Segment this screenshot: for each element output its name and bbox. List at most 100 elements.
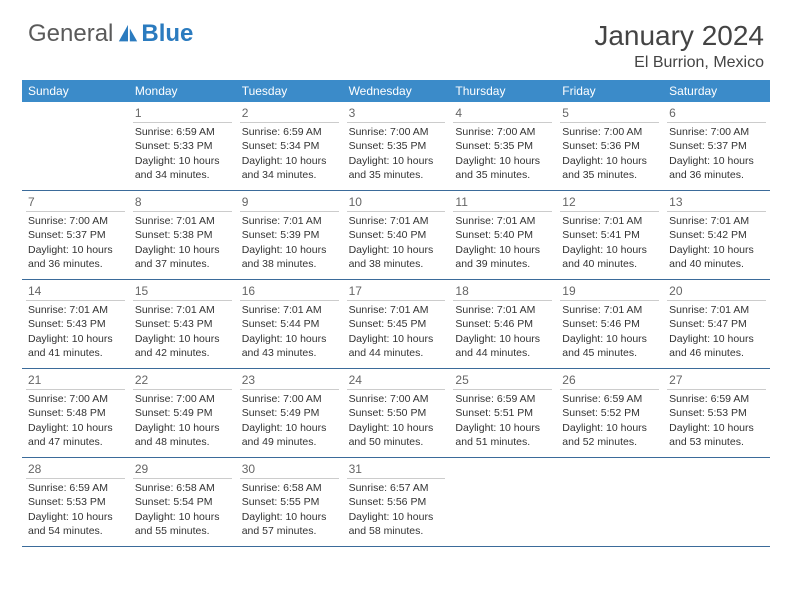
day-sunrise: Sunrise: 7:00 AM <box>560 125 659 139</box>
day-day1: Daylight: 10 hours <box>240 510 339 524</box>
day-sunrise: Sunrise: 6:59 AM <box>453 392 552 406</box>
day-cell: 5Sunrise: 7:00 AMSunset: 5:36 PMDaylight… <box>556 102 663 190</box>
day-number: 30 <box>240 460 339 479</box>
weekday-header-cell: Monday <box>129 80 236 102</box>
day-cell: . <box>22 102 129 190</box>
weekday-header-cell: Sunday <box>22 80 129 102</box>
day-number: 7 <box>26 193 125 212</box>
day-sunset: Sunset: 5:35 PM <box>347 139 446 153</box>
day-day2: and 35 minutes. <box>560 168 659 182</box>
day-number: 27 <box>667 371 766 390</box>
day-sunset: Sunset: 5:56 PM <box>347 495 446 509</box>
day-day1: Daylight: 10 hours <box>453 243 552 257</box>
day-cell: 11Sunrise: 7:01 AMSunset: 5:40 PMDayligh… <box>449 191 556 279</box>
day-sunrise: Sunrise: 7:01 AM <box>347 214 446 228</box>
day-sunset: Sunset: 5:53 PM <box>26 495 125 509</box>
day-day1: Daylight: 10 hours <box>240 421 339 435</box>
day-sunset: Sunset: 5:43 PM <box>133 317 232 331</box>
day-sunset: Sunset: 5:35 PM <box>453 139 552 153</box>
day-sunset: Sunset: 5:43 PM <box>26 317 125 331</box>
day-sunrise: Sunrise: 6:59 AM <box>133 125 232 139</box>
day-day1: Daylight: 10 hours <box>133 332 232 346</box>
day-sunrise: Sunrise: 7:01 AM <box>240 214 339 228</box>
day-day1: Daylight: 10 hours <box>453 154 552 168</box>
weeks-container: .1Sunrise: 6:59 AMSunset: 5:33 PMDayligh… <box>22 102 770 547</box>
day-cell: 24Sunrise: 7:00 AMSunset: 5:50 PMDayligh… <box>343 369 450 457</box>
weekday-header-row: SundayMondayTuesdayWednesdayThursdayFrid… <box>22 80 770 102</box>
day-number: 6 <box>667 104 766 123</box>
day-day1: Daylight: 10 hours <box>560 243 659 257</box>
day-number: 2 <box>240 104 339 123</box>
day-sunrise: Sunrise: 7:01 AM <box>667 214 766 228</box>
weekday-header-cell: Tuesday <box>236 80 343 102</box>
day-day2: and 36 minutes. <box>667 168 766 182</box>
day-day2: and 43 minutes. <box>240 346 339 360</box>
day-sunrise: Sunrise: 7:00 AM <box>453 125 552 139</box>
week-row: 28Sunrise: 6:59 AMSunset: 5:53 PMDayligh… <box>22 458 770 547</box>
brand-part2: Blue <box>141 20 193 48</box>
day-day2: and 38 minutes. <box>347 257 446 271</box>
day-sunset: Sunset: 5:36 PM <box>560 139 659 153</box>
day-sunset: Sunset: 5:50 PM <box>347 406 446 420</box>
brand-part1: General <box>28 20 113 48</box>
day-day2: and 44 minutes. <box>453 346 552 360</box>
location-label: El Burrion, Mexico <box>594 54 764 72</box>
day-cell: 28Sunrise: 6:59 AMSunset: 5:53 PMDayligh… <box>22 458 129 546</box>
day-cell: 14Sunrise: 7:01 AMSunset: 5:43 PMDayligh… <box>22 280 129 368</box>
day-day2: and 40 minutes. <box>667 257 766 271</box>
day-day2: and 35 minutes. <box>453 168 552 182</box>
day-sunset: Sunset: 5:37 PM <box>26 228 125 242</box>
day-sunset: Sunset: 5:42 PM <box>667 228 766 242</box>
day-day1: Daylight: 10 hours <box>26 243 125 257</box>
day-day1: Daylight: 10 hours <box>667 243 766 257</box>
day-sunset: Sunset: 5:41 PM <box>560 228 659 242</box>
day-day2: and 45 minutes. <box>560 346 659 360</box>
title-block: January 2024 El Burrion, Mexico <box>594 20 764 72</box>
day-day2: and 41 minutes. <box>26 346 125 360</box>
day-sunrise: Sunrise: 7:01 AM <box>240 303 339 317</box>
day-cell: 21Sunrise: 7:00 AMSunset: 5:48 PMDayligh… <box>22 369 129 457</box>
day-cell: 25Sunrise: 6:59 AMSunset: 5:51 PMDayligh… <box>449 369 556 457</box>
day-sunrise: Sunrise: 7:01 AM <box>347 303 446 317</box>
day-sunset: Sunset: 5:45 PM <box>347 317 446 331</box>
day-number: 1 <box>133 104 232 123</box>
day-number: 5 <box>560 104 659 123</box>
day-sunrise: Sunrise: 6:59 AM <box>667 392 766 406</box>
day-cell: 15Sunrise: 7:01 AMSunset: 5:43 PMDayligh… <box>129 280 236 368</box>
day-sunrise: Sunrise: 7:01 AM <box>453 214 552 228</box>
day-sunrise: Sunrise: 7:00 AM <box>133 392 232 406</box>
day-sunrise: Sunrise: 7:01 AM <box>133 214 232 228</box>
day-day1: Daylight: 10 hours <box>133 510 232 524</box>
day-number: 13 <box>667 193 766 212</box>
day-sunrise: Sunrise: 7:01 AM <box>453 303 552 317</box>
day-cell: . <box>663 458 770 546</box>
day-number: 31 <box>347 460 446 479</box>
day-day2: and 40 minutes. <box>560 257 659 271</box>
day-cell: 12Sunrise: 7:01 AMSunset: 5:41 PMDayligh… <box>556 191 663 279</box>
day-cell: 20Sunrise: 7:01 AMSunset: 5:47 PMDayligh… <box>663 280 770 368</box>
day-number: 25 <box>453 371 552 390</box>
day-day1: Daylight: 10 hours <box>133 421 232 435</box>
day-day2: and 39 minutes. <box>453 257 552 271</box>
day-number: 20 <box>667 282 766 301</box>
day-sunset: Sunset: 5:39 PM <box>240 228 339 242</box>
day-day2: and 42 minutes. <box>133 346 232 360</box>
day-sunset: Sunset: 5:38 PM <box>133 228 232 242</box>
day-sunrise: Sunrise: 7:01 AM <box>26 303 125 317</box>
day-day2: and 55 minutes. <box>133 524 232 538</box>
day-cell: 22Sunrise: 7:00 AMSunset: 5:49 PMDayligh… <box>129 369 236 457</box>
day-number: 22 <box>133 371 232 390</box>
day-sunrise: Sunrise: 6:58 AM <box>240 481 339 495</box>
day-cell: 7Sunrise: 7:00 AMSunset: 5:37 PMDaylight… <box>22 191 129 279</box>
day-day2: and 34 minutes. <box>133 168 232 182</box>
day-number: 9 <box>240 193 339 212</box>
day-cell: 16Sunrise: 7:01 AMSunset: 5:44 PMDayligh… <box>236 280 343 368</box>
day-day2: and 49 minutes. <box>240 435 339 449</box>
day-day1: Daylight: 10 hours <box>26 510 125 524</box>
day-day1: Daylight: 10 hours <box>347 154 446 168</box>
day-cell: 8Sunrise: 7:01 AMSunset: 5:38 PMDaylight… <box>129 191 236 279</box>
day-cell: 2Sunrise: 6:59 AMSunset: 5:34 PMDaylight… <box>236 102 343 190</box>
day-sunrise: Sunrise: 7:00 AM <box>26 392 125 406</box>
day-day2: and 36 minutes. <box>26 257 125 271</box>
day-number: 23 <box>240 371 339 390</box>
